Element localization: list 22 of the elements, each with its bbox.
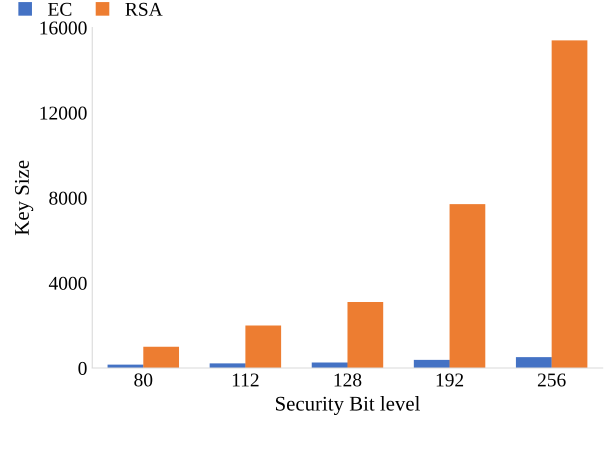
bar: [552, 40, 588, 368]
x-tick-label: 256: [538, 373, 566, 387]
x-tick-label: 128: [334, 373, 362, 387]
y-axis-title: Key Size: [14, 160, 34, 236]
bar: [450, 204, 486, 368]
x-tick-label: 192: [436, 373, 464, 387]
y-tick-label: 8000: [49, 192, 87, 205]
bar: [347, 302, 384, 368]
legend-label: RSA: [125, 2, 163, 16]
bar: [312, 362, 348, 368]
bar: [516, 357, 552, 368]
y-tick-label: 16000: [40, 21, 87, 35]
bar: [414, 360, 450, 368]
bar: [143, 346, 180, 368]
x-axis-title: Security Bit level: [276, 396, 420, 415]
legend-label: EC: [48, 2, 72, 16]
bar: [245, 325, 282, 368]
y-tick-label: 0: [78, 362, 87, 375]
y-tick-label: 12000: [40, 106, 87, 120]
x-tick-label: 80: [134, 373, 152, 387]
x-tick-label: 112: [232, 373, 259, 386]
y-tick-label: 4000: [48, 276, 87, 290]
